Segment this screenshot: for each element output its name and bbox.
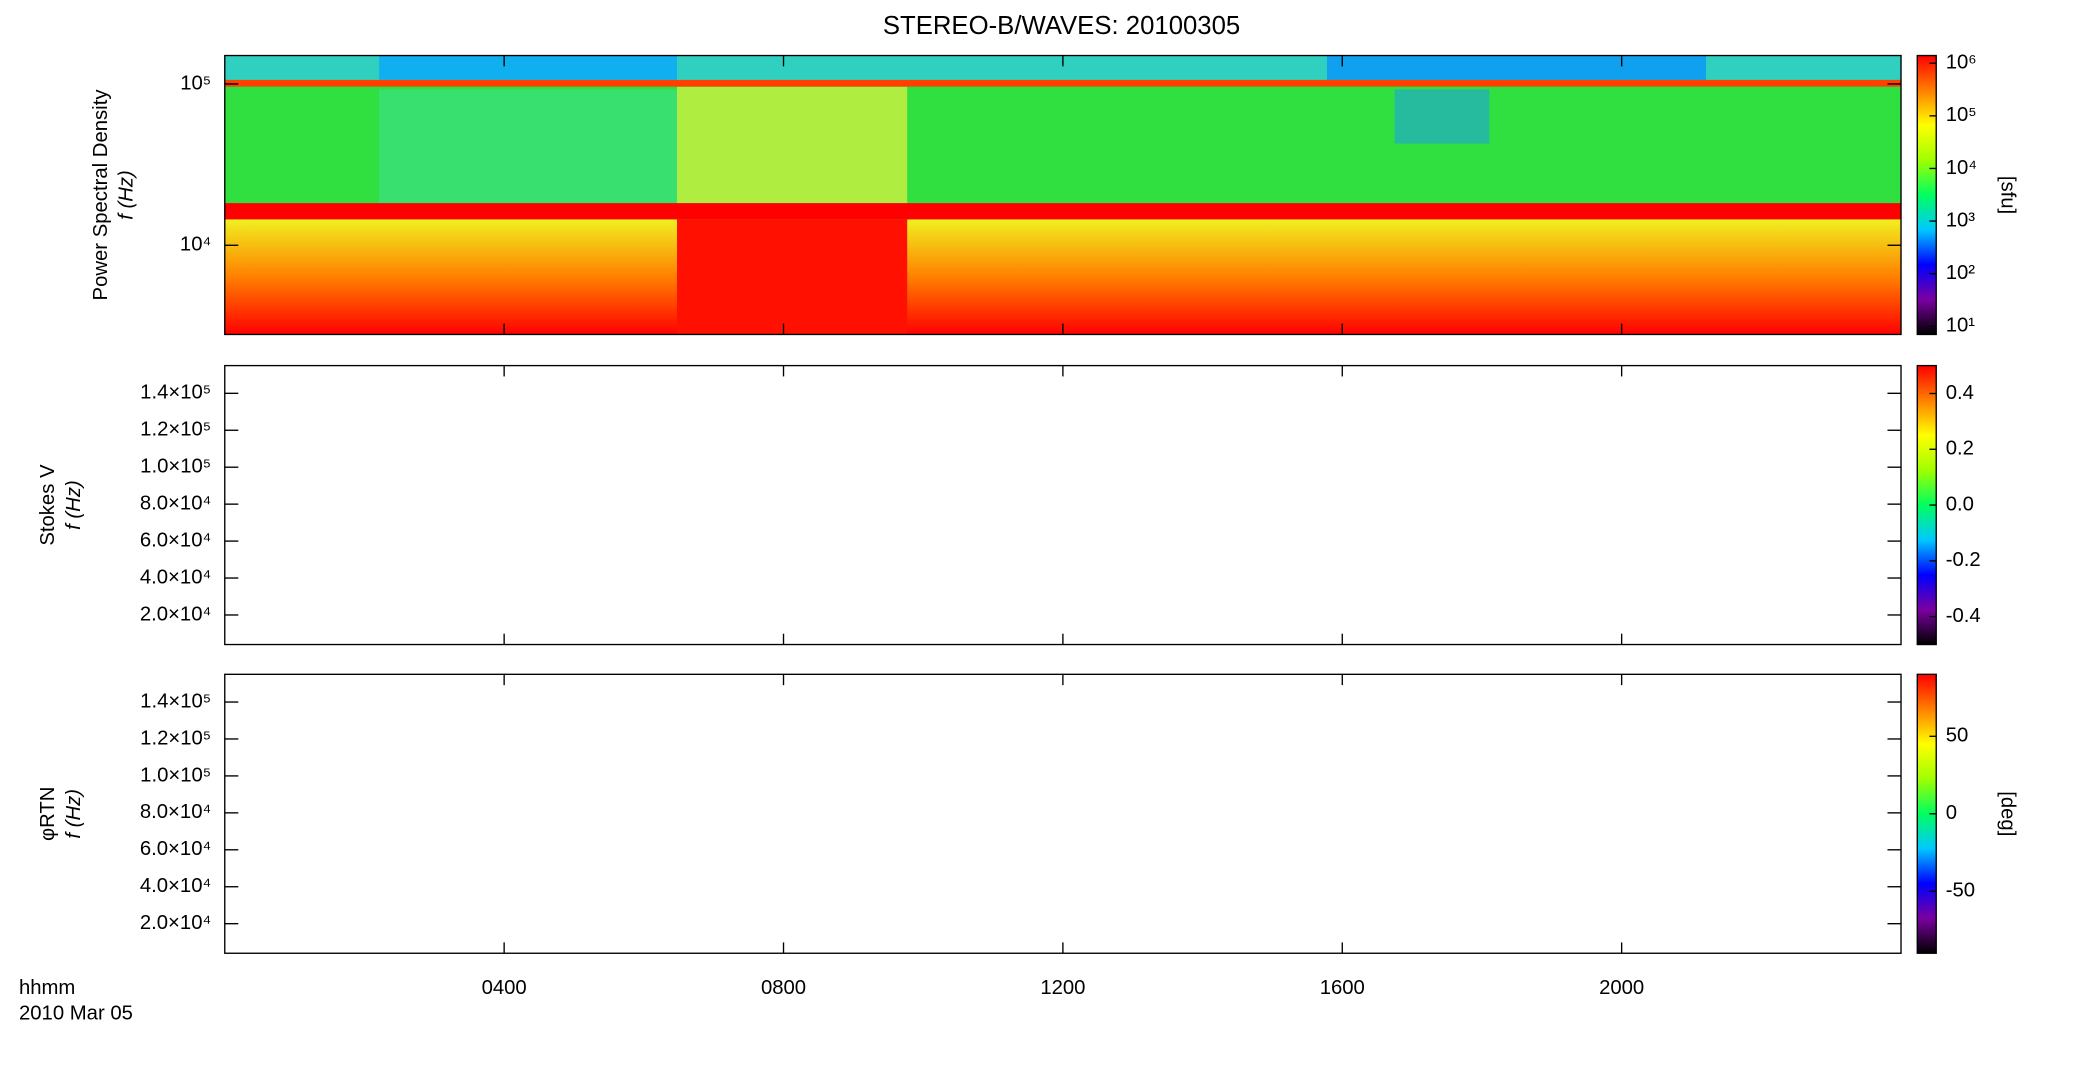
colorbar-tick-label: 10¹	[1946, 315, 1976, 337]
y-tick-label: 1.2×10⁵	[140, 419, 211, 441]
colorbar-tick-label: 0	[1946, 802, 1957, 824]
x-tick-label: 1600	[1320, 977, 1365, 999]
chart-title: STEREO-B/WAVES: 20100305	[883, 12, 1240, 40]
x-tick-label: 1200	[1040, 977, 1085, 999]
colorbar-tick-label: 0.2	[1946, 438, 1974, 460]
y-tick-label: 10⁴	[180, 234, 211, 256]
y-tick-label: 1.2×10⁵	[140, 727, 211, 749]
plot-frame	[224, 364, 1902, 646]
colorbar-tick-label: -0.2	[1946, 549, 1981, 571]
x-tick-label: 0400	[482, 977, 527, 999]
colorbar-tick-label: 10⁵	[1946, 104, 1977, 126]
colorbar-tick-label: 10⁶	[1946, 52, 1977, 74]
colorbar-tick-label: -50	[1946, 880, 1975, 902]
colorbar-tick-label: 10²	[1946, 262, 1976, 284]
plot-frame	[224, 673, 1902, 954]
colorbar-tick-label: 50	[1946, 725, 1969, 747]
colorbar-label: [deg]	[1996, 791, 2018, 836]
x-tick-label: 2000	[1599, 977, 1644, 999]
y-tick-label: 1.0×10⁵	[140, 764, 211, 786]
y-axis-label: f (Hz)	[63, 789, 85, 839]
y-tick-label: 8.0×10⁴	[140, 493, 211, 515]
y-axis-label: φRTN	[37, 787, 59, 842]
x-axis-label: hhmm	[19, 977, 75, 999]
spectrogram	[224, 55, 1902, 335]
y-tick-label: 4.0×10⁴	[140, 875, 211, 897]
y-tick-label: 1.0×10⁵	[140, 456, 211, 478]
y-tick-label: 1.4×10⁵	[140, 382, 211, 404]
colorbar-tick-label: -0.4	[1946, 605, 1981, 627]
colorbar	[1916, 54, 1937, 336]
y-tick-label: 8.0×10⁴	[140, 801, 211, 823]
x-tick-label: 0800	[761, 977, 806, 999]
y-tick-label: 2.0×10⁴	[140, 912, 211, 934]
y-tick-label: 6.0×10⁴	[140, 529, 211, 551]
y-axis-label: Power Spectral Density	[90, 89, 112, 301]
y-axis-label: Stokes V	[37, 464, 59, 546]
y-axis-label: f (Hz)	[63, 480, 85, 530]
date-label: 2010 Mar 05	[19, 1003, 133, 1025]
y-tick-label: 2.0×10⁴	[140, 603, 211, 625]
colorbar-tick-label: 0.4	[1946, 382, 1974, 404]
y-axis-label: f (Hz)	[116, 170, 138, 220]
colorbar-label: [sfu]	[1996, 176, 2018, 214]
y-tick-label: 1.4×10⁵	[140, 690, 211, 712]
y-tick-label: 4.0×10⁴	[140, 566, 211, 588]
colorbar-tick-label: 10³	[1946, 209, 1976, 231]
colorbar-tick-label: 10⁴	[1946, 157, 1977, 179]
y-tick-label: 10⁵	[180, 72, 211, 94]
y-tick-label: 6.0×10⁴	[140, 838, 211, 860]
colorbar-tick-label: 0.0	[1946, 493, 1974, 515]
